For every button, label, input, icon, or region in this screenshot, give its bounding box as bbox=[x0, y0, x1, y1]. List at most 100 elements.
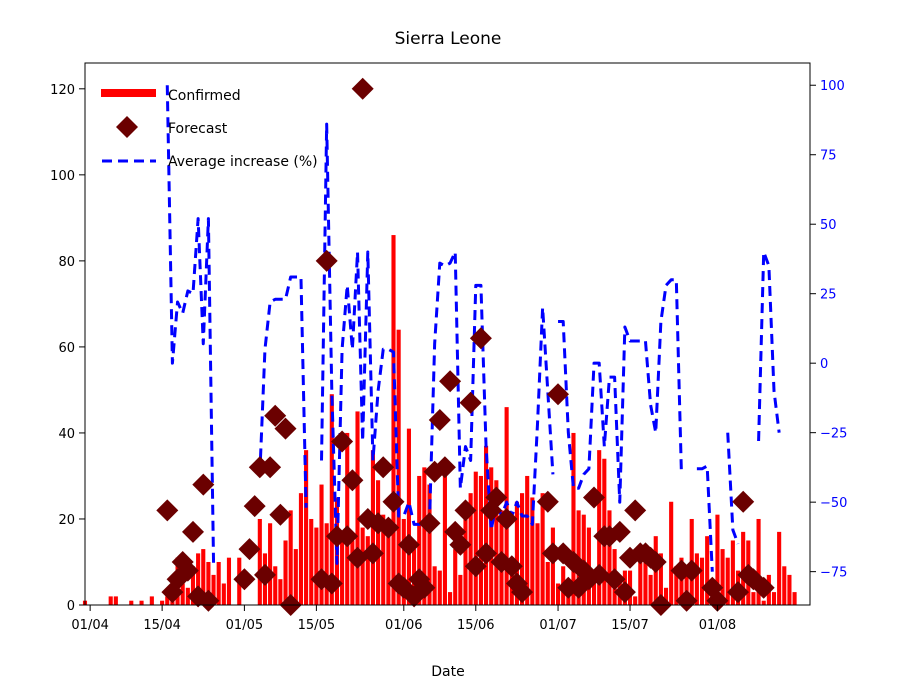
confirmed-bar bbox=[730, 540, 735, 605]
average-increase-segment bbox=[165, 85, 216, 564]
confirmed-bar bbox=[345, 432, 350, 605]
forecast-marker bbox=[315, 249, 338, 272]
x-axis-label: Date bbox=[431, 664, 464, 680]
forecast-marker bbox=[269, 503, 292, 526]
y2-tick-label: −25 bbox=[820, 427, 847, 442]
confirmed-bar bbox=[607, 510, 612, 605]
forecast-marker bbox=[264, 404, 287, 427]
confirmed-bar bbox=[720, 549, 725, 605]
forecast-marker bbox=[449, 533, 472, 556]
confirmed-bar bbox=[278, 579, 283, 605]
forecast-marker bbox=[500, 555, 523, 578]
confirmed-bar bbox=[139, 600, 144, 605]
confirmed-bar bbox=[725, 557, 730, 605]
confirmed-bar bbox=[298, 493, 304, 605]
x-tick-label: 01/08 bbox=[699, 618, 736, 633]
y-tick-label: 60 bbox=[58, 341, 75, 356]
average-increase-segment bbox=[558, 278, 683, 504]
confirmed-bar bbox=[489, 467, 494, 605]
confirmed-bar bbox=[376, 480, 381, 605]
legend-label-forecast: Forecast bbox=[168, 121, 228, 137]
forecast-marker bbox=[511, 581, 534, 604]
confirmed-bar bbox=[273, 566, 278, 605]
confirmed-bar bbox=[201, 549, 206, 605]
forecast-marker bbox=[243, 495, 266, 518]
confirmed-bar bbox=[494, 480, 499, 605]
confirmed-bar bbox=[777, 531, 782, 605]
confirmed-bar bbox=[478, 475, 483, 605]
confirmed-bar bbox=[638, 553, 643, 605]
confirmed-bar bbox=[129, 600, 134, 605]
average-increase-line bbox=[165, 85, 781, 572]
y-tick-label: 100 bbox=[50, 169, 75, 184]
confirmed-bar bbox=[211, 574, 216, 605]
forecast-marker bbox=[336, 525, 359, 548]
confirmed-bar bbox=[437, 570, 442, 605]
confirmed-bar bbox=[401, 518, 406, 605]
forecast-marker bbox=[439, 370, 462, 393]
confirmed-bar bbox=[293, 549, 298, 605]
forecast-marker bbox=[464, 555, 487, 578]
confirmed-bar bbox=[406, 428, 411, 605]
confirmed-bar bbox=[684, 570, 689, 605]
confirmed-bar bbox=[550, 527, 555, 605]
forecast-marker bbox=[372, 456, 395, 479]
confirmed-bar bbox=[715, 514, 720, 605]
forecast-marker bbox=[331, 430, 354, 453]
forecast-marker bbox=[536, 490, 559, 513]
confirmed-bar bbox=[396, 329, 401, 605]
confirmed-bar bbox=[108, 596, 113, 605]
x-tick-label: 15/07 bbox=[611, 618, 648, 633]
legend-label-confirmed: Confirmed bbox=[168, 88, 241, 104]
forecast-marker bbox=[238, 538, 261, 561]
forecast-marker bbox=[613, 581, 636, 604]
confirmed-bar bbox=[391, 235, 396, 605]
forecast-marker bbox=[197, 589, 220, 612]
confirmed-bar bbox=[597, 450, 602, 605]
forecast-marker bbox=[156, 499, 179, 522]
confirmed-bar bbox=[453, 549, 458, 605]
confirmed-bar bbox=[787, 574, 792, 605]
x-tick-label: 15/05 bbox=[298, 618, 335, 633]
confirmed-bar bbox=[417, 475, 422, 605]
confirmed-bar bbox=[113, 596, 118, 605]
confirmed-bar bbox=[643, 544, 648, 605]
forecast-marker bbox=[259, 456, 282, 479]
confirmed-bar bbox=[304, 450, 309, 605]
y-axis-left: 0 20 40 60 80 100 120 bbox=[50, 83, 85, 614]
forecast-marker bbox=[397, 533, 420, 556]
y-tick-label: 120 bbox=[50, 83, 75, 98]
confirmed-bar bbox=[340, 536, 345, 605]
forecast-marker bbox=[428, 409, 451, 431]
confirmed-bar bbox=[180, 583, 185, 605]
confirmed-bar bbox=[751, 592, 756, 605]
confirmed-bar bbox=[463, 506, 468, 605]
confirmed-bar bbox=[771, 592, 777, 605]
forecast-marker bbox=[274, 417, 297, 440]
forecast-marker bbox=[413, 576, 436, 599]
confirmed-bar bbox=[355, 411, 360, 605]
forecast-marker bbox=[176, 559, 199, 582]
forecast-marker bbox=[547, 383, 569, 406]
forecast-marker bbox=[254, 563, 276, 586]
chart-title: Sierra Leone bbox=[395, 29, 502, 49]
forecast-marker bbox=[588, 563, 611, 586]
confirmed-bar bbox=[669, 501, 674, 605]
forecast-marker bbox=[377, 516, 400, 539]
confirmed-bar bbox=[705, 536, 710, 605]
confirmed-bar bbox=[571, 432, 576, 605]
confirmed-bar bbox=[427, 484, 432, 605]
confirmed-bar bbox=[756, 518, 761, 605]
forecast-marker bbox=[341, 469, 364, 492]
confirmed-bar bbox=[468, 493, 473, 605]
forecast-marker bbox=[382, 490, 405, 513]
x-tick-label: 15/06 bbox=[457, 618, 494, 633]
forecast-marker bbox=[495, 508, 518, 530]
confirmed-bar bbox=[386, 527, 391, 605]
forecast-marker bbox=[706, 589, 729, 612]
forecast-marker bbox=[233, 568, 256, 591]
y-tick-label: 20 bbox=[58, 513, 75, 528]
legend-swatch-forecast bbox=[116, 116, 138, 138]
legend-swatch-confirmed bbox=[101, 89, 156, 97]
forecast-marker bbox=[727, 581, 749, 604]
